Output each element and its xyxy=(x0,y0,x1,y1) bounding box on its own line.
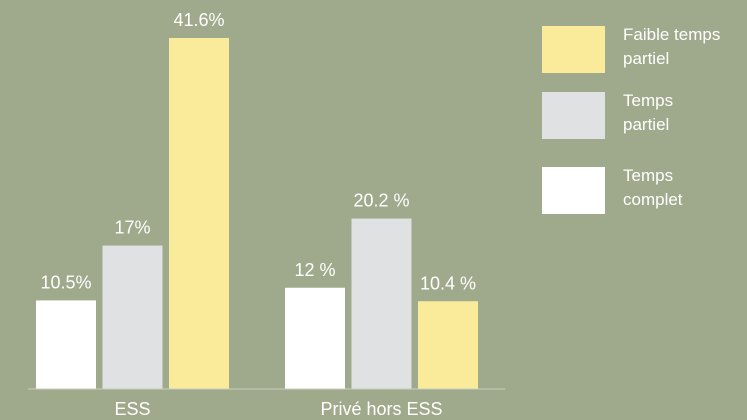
legend-swatch xyxy=(542,92,605,139)
data-label: 17% xyxy=(114,218,150,238)
legend: Faible temps partiel Temps partiel Temps comp… xyxy=(542,25,720,214)
bar-ess-series-2 xyxy=(169,38,229,389)
bars-group xyxy=(36,38,478,389)
legend-swatch xyxy=(542,26,605,73)
value-labels-group: 10.5% 17% 41.6% 12 % 20.2 % 10.4 % xyxy=(40,10,476,293)
legend-label: partiel xyxy=(623,115,669,134)
data-label: 20.2 % xyxy=(353,191,409,211)
data-label: 10.4 % xyxy=(420,273,476,293)
legend-label: Temps xyxy=(623,166,673,185)
legend-label: partiel xyxy=(623,49,669,68)
legend-swatch xyxy=(542,167,605,214)
legend-label: Temps xyxy=(623,91,673,110)
bar-priv-hors-ess-series-2 xyxy=(418,301,478,389)
category-labels-group: ESS Privé hors ESS xyxy=(114,399,442,419)
category-label: Privé hors ESS xyxy=(320,399,442,419)
data-label: 41.6% xyxy=(173,10,224,30)
bar-ess-series-1 xyxy=(102,245,163,389)
bar-priv-hors-ess-series-0 xyxy=(285,287,345,389)
legend-label: Faible temps xyxy=(623,25,720,44)
data-label: 10.5% xyxy=(40,272,91,292)
bar-priv-hors-ess-series-1 xyxy=(351,218,412,389)
category-label: ESS xyxy=(114,399,150,419)
data-label: 12 % xyxy=(294,260,335,280)
bar-ess-series-0 xyxy=(36,300,96,389)
legend-label: complet xyxy=(623,190,683,209)
